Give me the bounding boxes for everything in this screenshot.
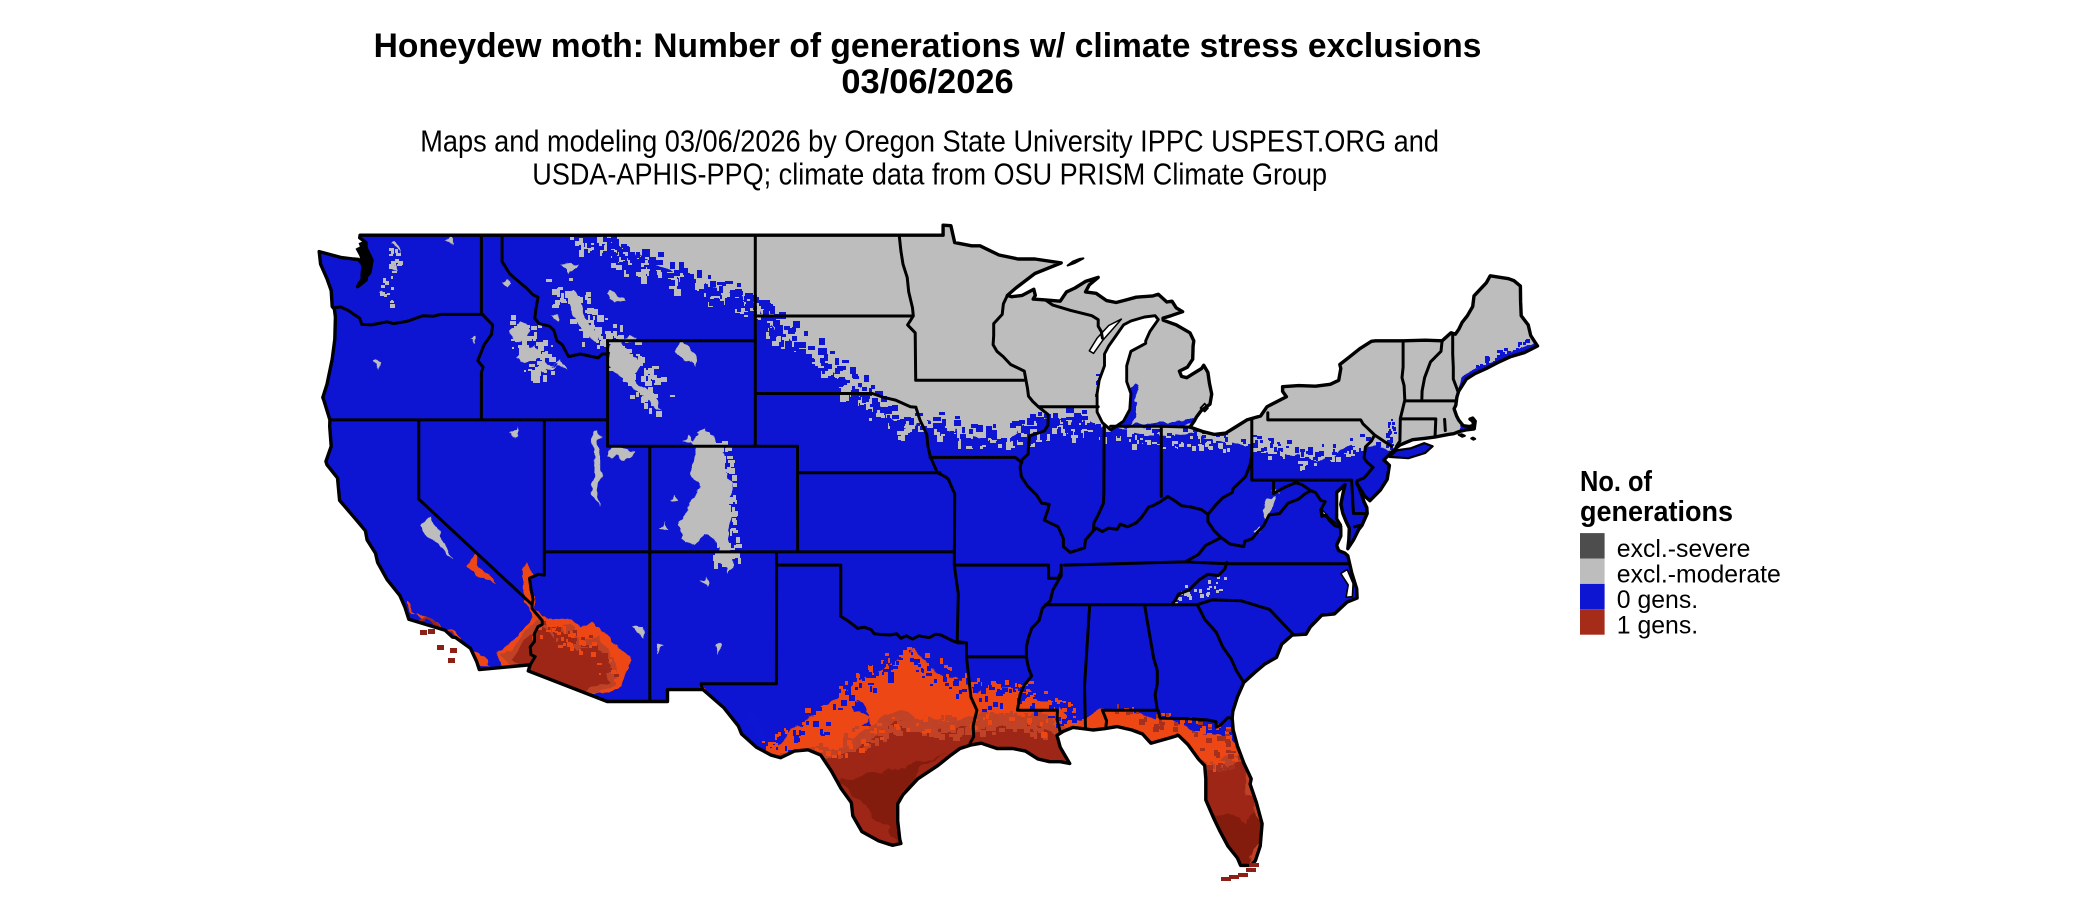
svg-text:USDA-APHIS-PPQ; climate data f: USDA-APHIS-PPQ; climate data from OSU PR… [532,156,1327,191]
svg-text:excl.-moderate: excl.-moderate [1617,562,1781,589]
svg-text:03/06/2026: 03/06/2026 [841,63,1013,101]
svg-text:excl.-severe: excl.-severe [1617,536,1751,563]
svg-text:No. of: No. of [1580,466,1652,498]
svg-text:Maps and modeling 03/06/2026 b: Maps and modeling 03/06/2026 by Oregon S… [420,123,1439,158]
svg-text:Honeydew moth: Number of gener: Honeydew moth: Number of generations w/ … [374,27,1482,65]
svg-text:0 gens.: 0 gens. [1617,587,1698,614]
svg-text:generations: generations [1580,496,1733,528]
svg-text:1 gens.: 1 gens. [1617,612,1698,639]
